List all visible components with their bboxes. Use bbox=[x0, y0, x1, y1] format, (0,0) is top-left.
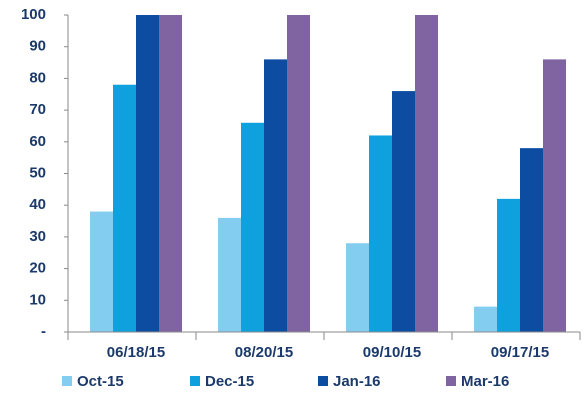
bar bbox=[90, 211, 113, 332]
bar bbox=[264, 59, 287, 332]
y-tick-label: - bbox=[41, 323, 46, 340]
bar bbox=[369, 135, 392, 332]
bar bbox=[346, 243, 369, 332]
y-tick-label: 100 bbox=[21, 6, 46, 23]
y-tick-label: 40 bbox=[29, 196, 46, 213]
bar bbox=[113, 84, 136, 333]
bar bbox=[159, 15, 182, 332]
x-tick-label: 09/10/15 bbox=[363, 344, 421, 361]
legend-label: Jan-16 bbox=[333, 373, 381, 390]
bar bbox=[136, 15, 159, 332]
legend-swatch bbox=[318, 376, 328, 386]
x-tick-label: 09/17/15 bbox=[491, 344, 549, 361]
legend-label: Oct-15 bbox=[77, 373, 124, 390]
bar bbox=[241, 122, 264, 332]
legend-label: Dec-15 bbox=[205, 373, 254, 390]
legend-swatch bbox=[446, 376, 456, 386]
x-tick-label: 06/18/15 bbox=[107, 344, 165, 361]
bar bbox=[415, 15, 438, 332]
bar bbox=[474, 306, 497, 332]
y-tick-label: 50 bbox=[29, 164, 46, 181]
bar bbox=[392, 91, 415, 332]
legend-swatch bbox=[190, 376, 200, 386]
bar bbox=[543, 59, 566, 332]
y-tick-label: 70 bbox=[29, 101, 46, 118]
y-tick-label: 30 bbox=[29, 228, 46, 245]
y-tick-label: 20 bbox=[29, 260, 46, 277]
bar bbox=[497, 198, 520, 332]
y-tick-label: 60 bbox=[29, 133, 46, 150]
legend-label: Mar-16 bbox=[461, 373, 509, 390]
bar bbox=[287, 15, 310, 332]
y-tick-label: 90 bbox=[29, 38, 46, 55]
x-tick-label: 08/20/15 bbox=[235, 344, 293, 361]
bar bbox=[218, 217, 241, 332]
y-tick-label: 10 bbox=[29, 291, 46, 308]
legend-swatch bbox=[62, 376, 72, 386]
bar bbox=[520, 148, 543, 332]
y-tick-label: 80 bbox=[29, 69, 46, 86]
